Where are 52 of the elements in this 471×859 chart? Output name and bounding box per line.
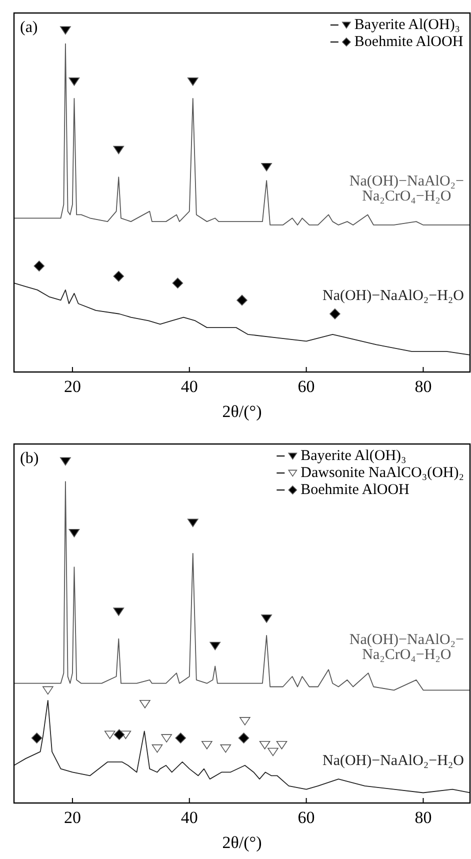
x-tick-label: 40: [180, 377, 198, 396]
point: [31, 732, 42, 744]
legend-label: Bayerite Al(OH)₃: [354, 17, 460, 33]
point: [210, 642, 221, 650]
x-axis-title: 2θ/(°): [222, 833, 262, 852]
x-tick-label: 80: [414, 808, 432, 827]
x-axis-title: 2θ/(°): [222, 402, 262, 421]
point: [276, 740, 288, 750]
point: [34, 260, 45, 272]
legend-label: Dawsonite NaAlCO₃(OH)₂: [300, 465, 464, 481]
x-tick-label: 60: [298, 377, 315, 396]
point: [238, 732, 250, 744]
point: [140, 700, 150, 708]
point: [60, 457, 71, 466]
point: [68, 528, 80, 538]
point: [60, 26, 71, 34]
point: [240, 717, 250, 726]
point: [261, 614, 272, 623]
legend-label: Boehmite AlOOH: [300, 482, 410, 498]
point: [202, 740, 212, 750]
point: [236, 294, 248, 306]
x-tick-label: 40: [180, 808, 198, 827]
series-label: Na(OH)−NaAlO₂−Na₂CrO₄−H₂O: [349, 174, 464, 205]
point: [268, 748, 278, 756]
series-label: Na(OH)−NaAlO₂−Na₂CrO₄−H₂O: [349, 632, 464, 664]
x-tick-label: 80: [414, 377, 432, 396]
x-tick-label: 20: [64, 377, 81, 396]
point: [152, 744, 163, 753]
point: [172, 278, 184, 289]
point: [259, 740, 270, 750]
point: [113, 608, 124, 616]
legend-label: Boehmite AlOOH: [354, 34, 464, 50]
series-label: Na(OH)−NaAlO₂−H₂O: [322, 753, 464, 770]
text: Na(OH)−NaAlO₂−H₂O: [322, 288, 464, 304]
point: [187, 77, 198, 86]
point: [220, 744, 232, 753]
point: [113, 270, 124, 282]
point: [113, 146, 124, 154]
point: [114, 729, 125, 740]
x-tick-label: 20: [64, 808, 81, 827]
legend-label: Bayerite Al(OH)₃: [300, 448, 406, 464]
point: [42, 686, 54, 695]
point: [104, 730, 116, 740]
point: [187, 518, 198, 528]
point: [161, 734, 172, 742]
point: [175, 732, 186, 744]
point: [330, 308, 340, 320]
chart-title: (b): [20, 450, 39, 467]
point: [261, 162, 272, 172]
x-tick-label: 60: [298, 808, 315, 827]
chart-title: (a): [20, 19, 38, 36]
point: [68, 77, 80, 86]
